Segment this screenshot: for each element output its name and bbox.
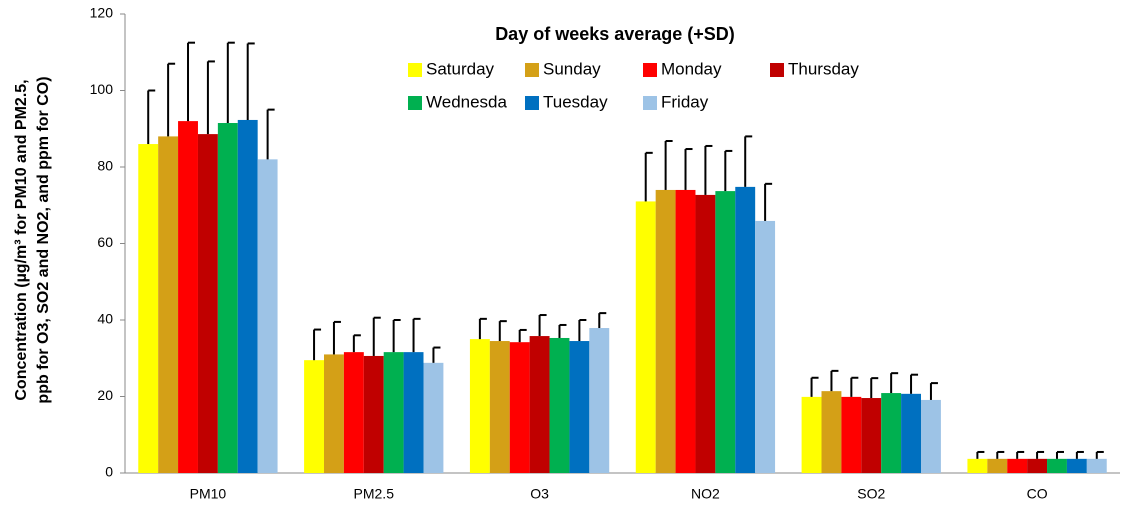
bar [529, 336, 550, 473]
bar [489, 341, 510, 473]
legend-swatch [525, 63, 539, 77]
bar [403, 352, 424, 473]
bar [237, 119, 258, 473]
bar [967, 458, 988, 473]
y-tick-label: 60 [97, 234, 113, 250]
y-tick-label: 40 [97, 311, 113, 327]
legend-swatch [643, 63, 657, 77]
bar [158, 136, 179, 473]
bar [901, 393, 921, 473]
bar [178, 121, 198, 473]
bar [324, 354, 344, 473]
bar [197, 134, 218, 474]
bar [509, 342, 530, 473]
bar [217, 123, 238, 473]
bar [589, 328, 610, 473]
legend-label: Friday [661, 92, 709, 111]
y-axis-label: ppb for O3, SO2 and NO2, and ppm for CO) [35, 76, 52, 403]
bar [987, 458, 1008, 473]
legend-swatch [408, 63, 422, 77]
x-tick-label: CO [1027, 486, 1048, 502]
bar [695, 194, 716, 474]
bar [257, 159, 278, 473]
legend-label: Sunday [543, 59, 601, 78]
bar [655, 189, 676, 473]
x-tick-label: NO2 [691, 486, 720, 502]
legend-label: Monday [661, 59, 722, 78]
y-tick-label: 100 [90, 81, 114, 97]
bar [881, 393, 902, 473]
legend-swatch [525, 96, 539, 110]
bar [635, 201, 656, 474]
bar [755, 220, 776, 473]
legend-label: Wednesda [426, 92, 508, 111]
y-tick-label: 120 [90, 5, 114, 21]
bar [1047, 458, 1067, 473]
bar [138, 144, 159, 474]
bar [423, 362, 444, 473]
bar [821, 391, 842, 473]
y-axis-label: Concentration (µg/m³ for PM10 and PM2.5, [13, 79, 30, 400]
legend-label: Saturday [426, 59, 495, 78]
legend-swatch [643, 96, 657, 110]
x-tick-label: O3 [530, 486, 549, 502]
bar [469, 339, 490, 473]
legend-swatch [770, 63, 784, 77]
bar [343, 352, 364, 473]
y-tick-label: 0 [105, 464, 113, 480]
x-tick-label: PM2.5 [354, 486, 395, 502]
x-tick-label: SO2 [857, 486, 885, 502]
y-tick-label: 20 [97, 387, 113, 403]
legend-swatch [408, 96, 422, 110]
bar [304, 360, 324, 473]
bar [549, 337, 570, 473]
chart-title: Day of weeks average (+SD) [495, 24, 735, 44]
bar [841, 396, 862, 473]
bar [383, 352, 404, 473]
bar [715, 191, 736, 473]
bar [675, 189, 696, 473]
bar [861, 398, 882, 473]
bar [801, 396, 822, 473]
bar [1027, 458, 1048, 473]
bar [921, 399, 941, 473]
bar [1007, 458, 1028, 473]
legend-label: Thursday [788, 59, 859, 78]
legend-label: Tuesday [543, 92, 608, 111]
y-tick-label: 80 [97, 158, 113, 174]
bar [569, 341, 590, 473]
bar [735, 186, 756, 473]
x-tick-label: PM10 [190, 486, 227, 502]
bar [1066, 458, 1087, 473]
bar [1086, 458, 1107, 473]
bar [363, 355, 384, 473]
